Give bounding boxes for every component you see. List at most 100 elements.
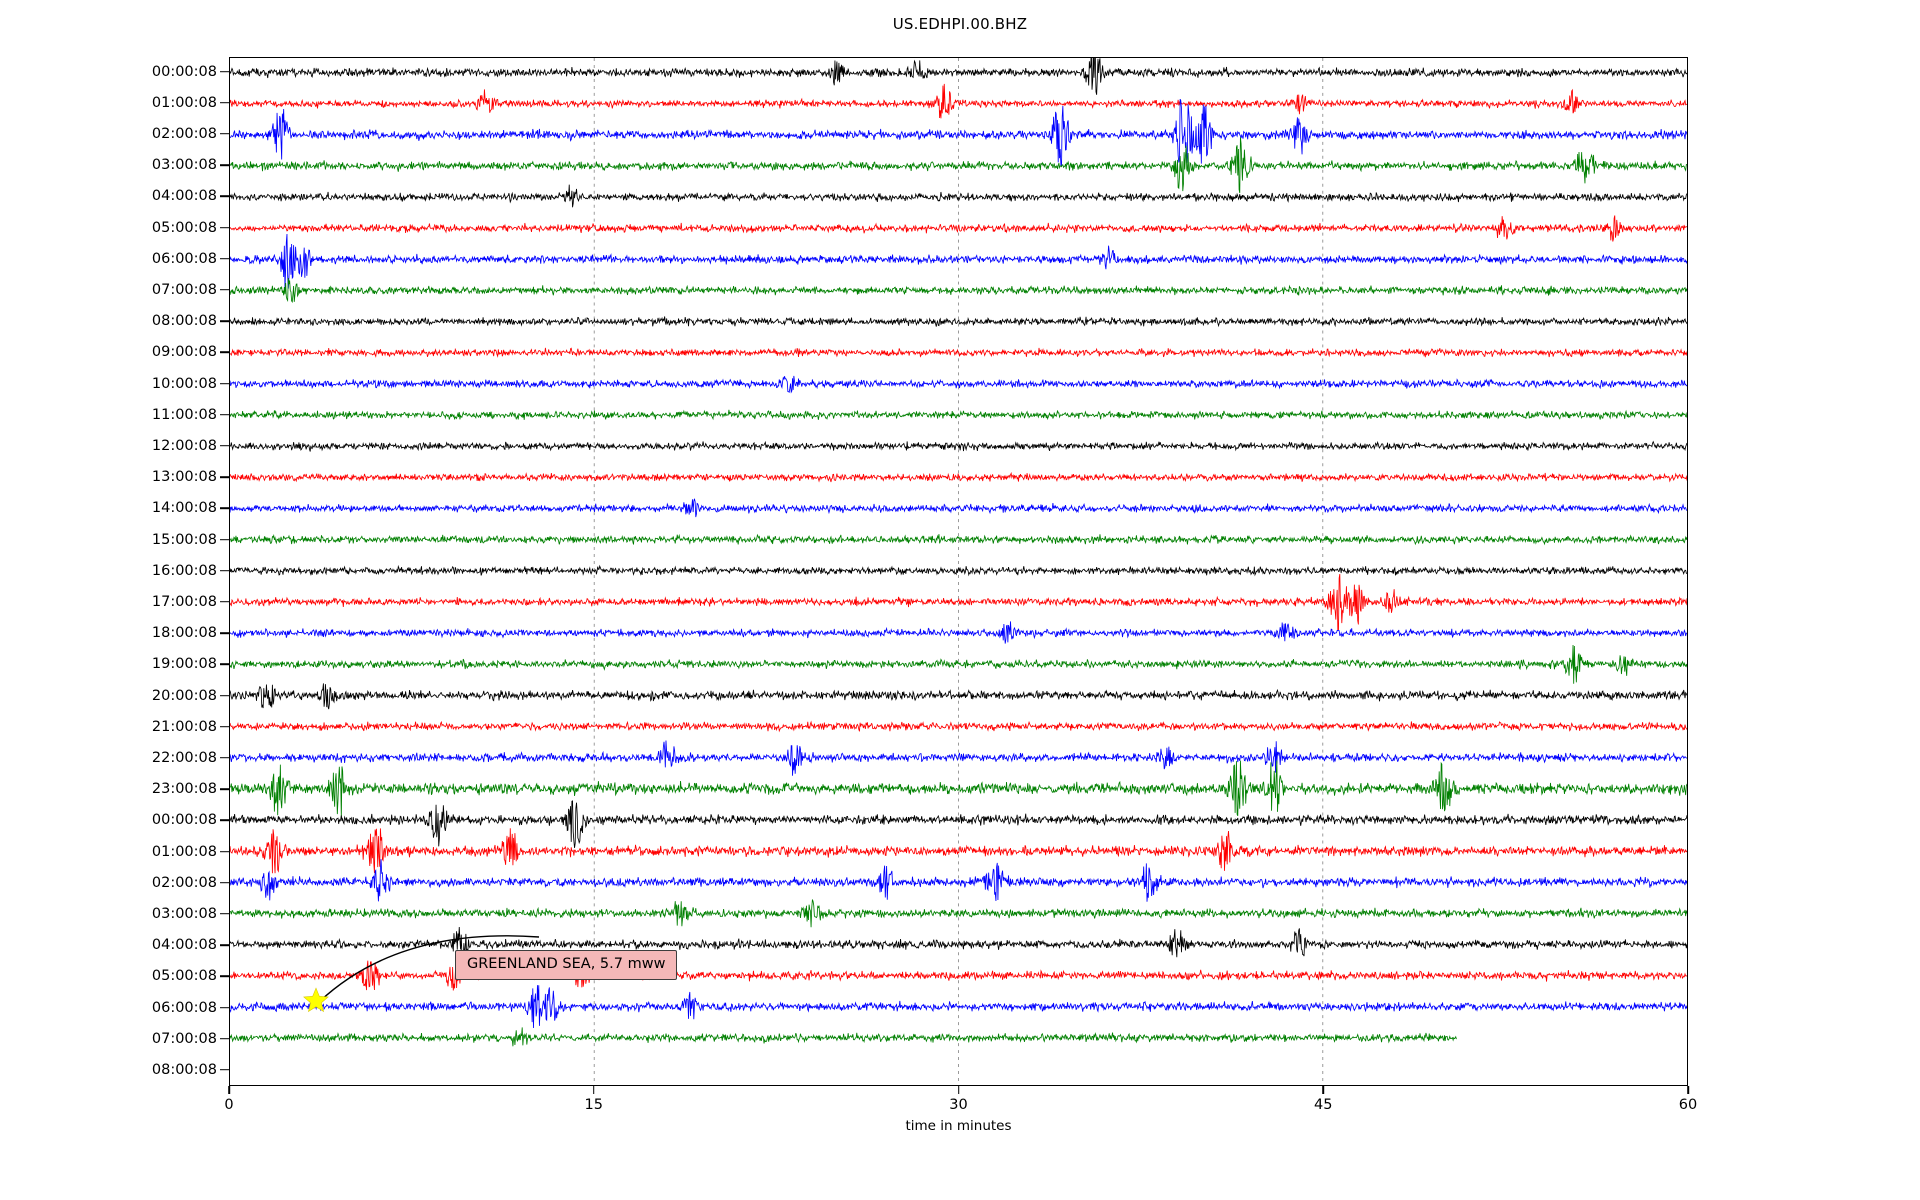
y-axis-tick-label: 10:00:08	[151, 375, 217, 392]
y-axis-tick-mark	[220, 538, 229, 541]
y-axis-tick-label: 22:00:08	[151, 749, 217, 766]
y-axis-tick-mark	[220, 195, 229, 198]
y-axis-tick-mark	[220, 133, 229, 135]
waveform-trace	[230, 533, 1687, 546]
waveform-trace	[230, 1027, 1457, 1047]
y-axis-tick-mark	[220, 663, 229, 666]
y-axis-tick-label: 13:00:08	[151, 469, 217, 486]
x-axis-tick-label: 60	[1678, 1097, 1698, 1113]
waveform-trace	[230, 375, 1687, 394]
waveform-trace	[230, 347, 1687, 358]
waveform-trace	[230, 440, 1687, 452]
y-axis-tick-label: 08:00:08	[151, 313, 217, 330]
y-axis-tick-label: 23:00:08	[151, 781, 217, 798]
x-axis-tick-mark	[228, 1086, 230, 1094]
x-axis-tick-label: 0	[224, 1097, 234, 1113]
y-axis-tick-mark	[220, 975, 229, 978]
y-axis-tick-label: 05:00:08	[151, 219, 217, 236]
waveform-trace	[230, 137, 1687, 194]
waveform-trace	[230, 683, 1687, 710]
x-axis-tick-label: 30	[949, 1097, 968, 1113]
x-axis-tick-mark	[957, 1086, 960, 1094]
y-axis-tick-label: 17:00:08	[151, 593, 217, 610]
y-axis-tick-label: 18:00:08	[151, 625, 217, 642]
y-axis-tick-label: 15:00:08	[151, 531, 217, 548]
x-axis-tick-mark	[592, 1086, 595, 1094]
y-axis-tick-label: 05:00:08	[151, 968, 217, 985]
y-axis-tick-label: 21:00:08	[151, 718, 217, 735]
y-axis-tick-mark	[220, 819, 229, 822]
waveform-trace	[230, 471, 1687, 483]
waveform-trace	[230, 760, 1687, 818]
y-axis-tick-mark	[220, 289, 229, 291]
waveform-trace	[230, 828, 1687, 874]
page-title: US.EDHPI.00.BHZ	[892, 15, 1028, 33]
y-axis-tick-label: 07:00:08	[151, 281, 217, 298]
y-axis-tick-label: 02:00:08	[151, 874, 217, 891]
y-axis-tick-label: 20:00:08	[151, 687, 217, 704]
waveform-trace	[230, 859, 1687, 902]
waveform-trace	[230, 233, 1687, 290]
x-axis: 0 15 30 45 60	[224, 1086, 1697, 1126]
waveform-trace	[230, 564, 1687, 577]
y-axis-tick-mark	[220, 601, 229, 603]
y-axis-tick-label: 01:00:08	[151, 843, 217, 860]
y-axis-tick-mark	[220, 757, 229, 759]
y-axis-tick-label: 04:00:08	[151, 937, 217, 954]
y-axis-tick-label: 04:00:08	[151, 188, 217, 205]
y-axis-tick-mark	[220, 694, 229, 697]
event-annotation-label: GREENLAND SEA, 5.7 mww	[455, 950, 678, 980]
waveform-trace	[230, 498, 1687, 518]
y-axis-tick-label: 14:00:08	[151, 500, 217, 517]
waveform-trace	[230, 720, 1687, 733]
y-axis-tick-mark	[220, 944, 229, 946]
waveform-trace	[230, 277, 1687, 304]
y-axis-tick-mark	[220, 1037, 229, 1040]
y-axis-tick-label: 11:00:08	[151, 406, 217, 423]
x-axis-tick-mark	[1687, 1086, 1689, 1094]
y-axis-tick-mark	[220, 70, 229, 73]
y-axis-tick-mark	[220, 476, 229, 478]
y-axis-tick-mark	[220, 164, 229, 166]
y-axis-tick-label: 00:00:08	[151, 63, 217, 80]
y-axis-tick-label: 07:00:08	[151, 1030, 217, 1047]
y-axis-tick-label: 03:00:08	[151, 905, 217, 922]
waveform-trace	[230, 573, 1687, 631]
waveform-trace	[230, 985, 1687, 1029]
y-axis-tick-label: 03:00:08	[151, 157, 217, 174]
y-axis-tick-mark	[220, 320, 229, 322]
y-axis-tick-mark	[220, 101, 229, 104]
waveform-trace	[230, 899, 1687, 928]
y-axis-tick-label: 06:00:08	[151, 250, 217, 267]
y-axis-tick-mark	[220, 788, 229, 790]
y-axis-tick-label: 16:00:08	[151, 562, 217, 579]
y-axis-tick-label: 00:00:08	[151, 812, 217, 829]
y-axis-tick-mark	[220, 445, 229, 447]
y-axis-tick-mark	[220, 569, 229, 572]
y-axis-tick-mark	[220, 1069, 229, 1071]
y-axis-tick-mark	[220, 257, 229, 260]
y-axis-tick-mark	[220, 725, 229, 728]
x-axis-tick-label: 45	[1314, 1097, 1333, 1113]
y-axis-tick-label: 12:00:08	[151, 437, 217, 454]
y-axis-tick-label: 01:00:08	[151, 94, 217, 111]
waveform-trace	[230, 184, 1687, 208]
waveform-trace	[230, 645, 1687, 684]
y-axis-tick-label: 06:00:08	[151, 999, 217, 1016]
waveform-trace	[230, 58, 1687, 95]
y-axis: 00:00:08 01:00:08 02:00:08 03:00:08 04:00:08…	[0, 57, 229, 1086]
y-axis-tick-mark	[220, 382, 229, 385]
y-axis-tick-mark	[220, 413, 229, 416]
y-axis-tick-mark	[220, 351, 229, 354]
y-axis-tick-mark	[220, 881, 229, 884]
y-axis-tick-mark	[220, 913, 229, 915]
y-axis-tick-mark	[220, 632, 229, 634]
waveform-trace	[230, 740, 1687, 776]
x-axis-tick-label: 15	[584, 1097, 603, 1113]
waveform-trace	[230, 959, 1687, 991]
x-axis-tick-mark	[1322, 1086, 1325, 1094]
waveform-trace	[230, 409, 1687, 421]
y-axis-tick-mark	[220, 1006, 229, 1009]
y-axis-tick-label: 09:00:08	[151, 344, 217, 361]
